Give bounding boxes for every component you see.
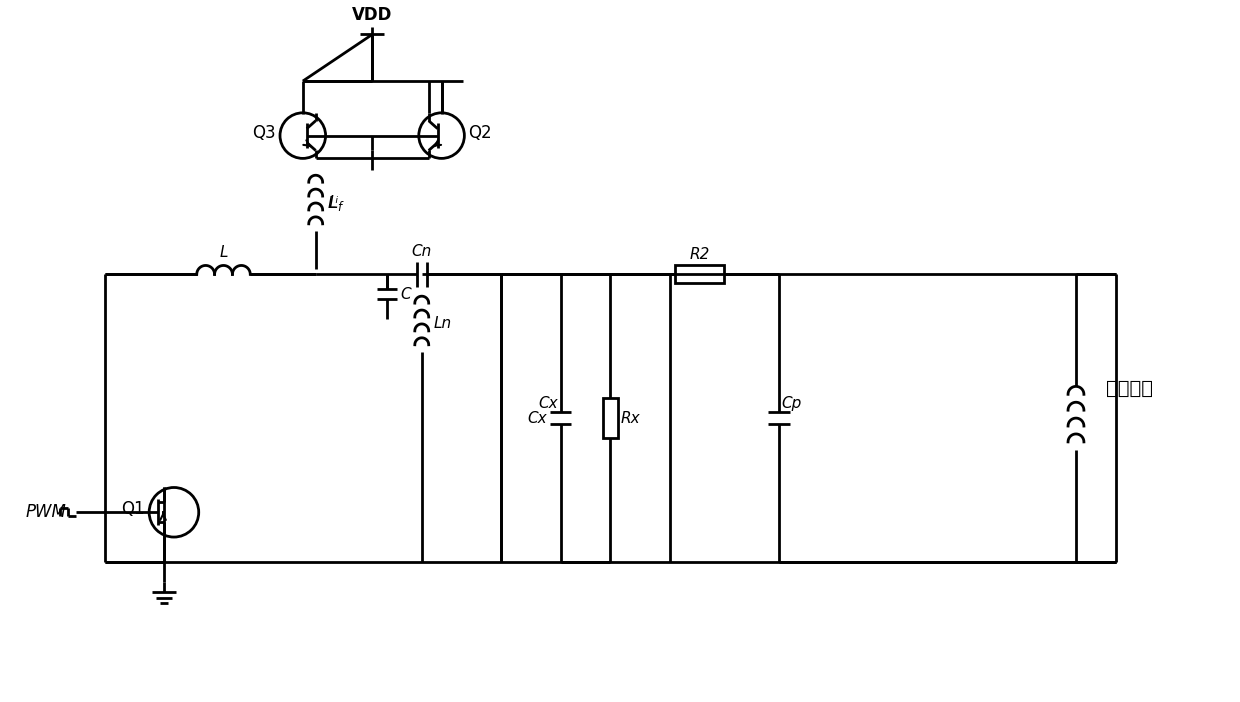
Text: L: L [219,246,228,260]
Text: Lⁱ: Lⁱ [327,196,339,211]
Text: L$_f$: L$_f$ [327,193,345,213]
Text: Q3: Q3 [253,124,277,142]
Text: Ln: Ln [434,317,451,331]
Text: Q1: Q1 [122,501,145,518]
Bar [603,398,618,438]
Text: Rx: Rx [620,411,640,425]
Text: C: C [401,286,410,302]
Text: VDD: VDD [352,6,392,24]
Text: Cx: Cx [538,396,558,411]
Text: PWM: PWM [25,503,66,522]
Text: 发射线圈: 发射线圈 [1106,379,1153,398]
Text: R2: R2 [689,248,709,263]
Bar [675,265,724,284]
Text: Cx: Cx [527,411,547,425]
Text: Cn: Cn [412,244,432,259]
Text: Cp: Cp [781,396,802,411]
Text: Q2: Q2 [469,124,492,142]
